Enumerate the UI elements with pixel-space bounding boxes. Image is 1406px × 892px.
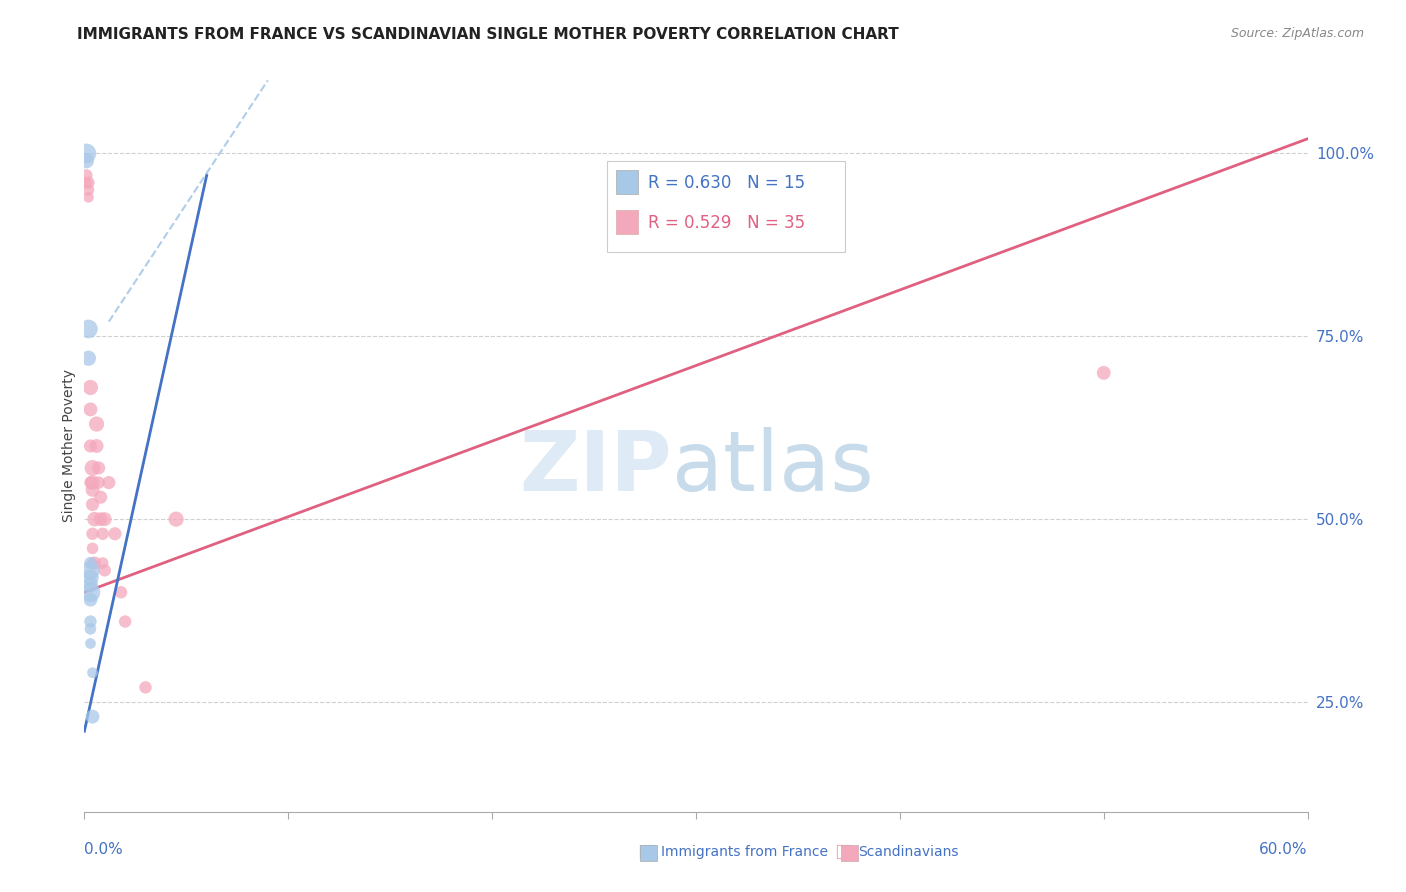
Bar [616, 170, 638, 194]
Text: 60.0%: 60.0% [1260, 842, 1308, 857]
Point [79, 380, 101, 394]
Point [77, 322, 100, 336]
Point [91, 556, 114, 570]
Point [86, 417, 108, 431]
Point [82, 483, 104, 497]
Point [77, 183, 100, 197]
Point [82, 665, 104, 680]
Point [75, 153, 97, 168]
Point [104, 526, 127, 541]
Point [114, 615, 136, 629]
Point [79, 578, 101, 592]
Point [87, 475, 110, 490]
Point [79, 439, 101, 453]
Point [79, 615, 101, 629]
Point [135, 681, 157, 695]
Point [79, 622, 101, 636]
Point [165, 512, 187, 526]
Point [79, 636, 101, 650]
Point [82, 475, 104, 490]
Point [90, 512, 112, 526]
FancyBboxPatch shape [606, 161, 845, 252]
Point [82, 526, 104, 541]
Point [91, 526, 114, 541]
Point [75, 146, 97, 161]
Point [82, 709, 104, 723]
Point [77, 176, 100, 190]
Point [93, 512, 115, 526]
Bar [616, 211, 638, 234]
Text: atlas: atlas [672, 427, 873, 508]
Point [83, 512, 105, 526]
Point [75, 169, 97, 183]
Point [77, 190, 100, 204]
Text: 0.0%: 0.0% [84, 842, 124, 857]
Point [82, 556, 104, 570]
Text: IMMIGRANTS FROM FRANCE VS SCANDINAVIAN SINGLE MOTHER POVERTY CORRELATION CHART: IMMIGRANTS FROM FRANCE VS SCANDINAVIAN S… [77, 27, 898, 42]
Point [79, 571, 101, 585]
Text: Scandinavians: Scandinavians [858, 845, 957, 859]
Point [97, 475, 120, 490]
Point [83, 556, 105, 570]
Point [87, 461, 110, 475]
Point [79, 475, 101, 490]
Text: R = 0.529   N = 35: R = 0.529 N = 35 [648, 214, 806, 232]
Text: □: □ [834, 842, 853, 862]
Text: Source: ZipAtlas.com: Source: ZipAtlas.com [1230, 27, 1364, 40]
Text: R = 0.630   N = 15: R = 0.630 N = 15 [648, 174, 806, 192]
Point [86, 439, 108, 453]
Point [79, 563, 101, 577]
Point [75, 176, 97, 190]
Point [93, 563, 115, 577]
Text: Immigrants from France: Immigrants from France [661, 845, 828, 859]
Point [79, 556, 101, 570]
Text: □: □ [637, 842, 657, 862]
Point [82, 498, 104, 512]
Point [82, 541, 104, 556]
Point [90, 490, 112, 504]
Point [79, 402, 101, 417]
Point [79, 585, 101, 599]
Y-axis label: Single Mother Poverty: Single Mother Poverty [62, 369, 76, 523]
Point [1092, 366, 1115, 380]
Point [82, 461, 104, 475]
Point [77, 351, 100, 366]
Point [79, 592, 101, 607]
Text: ZIP: ZIP [519, 427, 672, 508]
Point [110, 585, 132, 599]
